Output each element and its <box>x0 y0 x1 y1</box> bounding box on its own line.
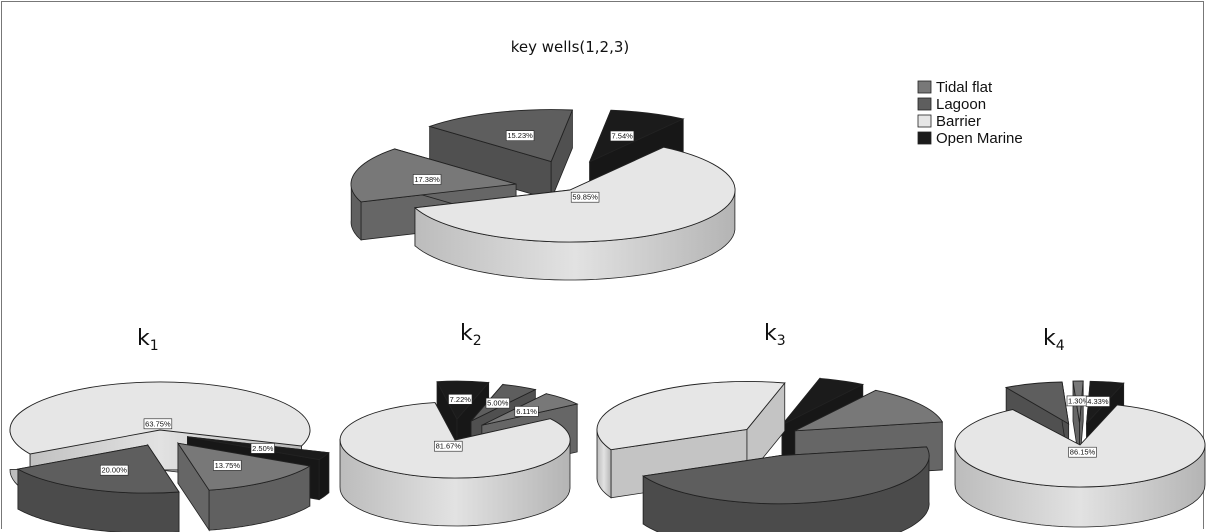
data-label: 7.22% <box>450 395 472 404</box>
legend-swatch-tidal-flat <box>917 80 932 94</box>
chart-title-k3: k3 <box>764 321 786 349</box>
pie-chart-k2: 7.22% 5.00% 6.11% 81.67% <box>339 380 579 527</box>
data-label-box <box>412 174 442 185</box>
chart-title-k1: k1 <box>137 326 159 354</box>
data-label-box <box>485 397 510 409</box>
chart-title-main: key wells(1,2,3) <box>511 38 630 56</box>
legend-swatch-lagoon <box>917 97 932 111</box>
data-label-box <box>100 464 129 476</box>
pie-slice-lagoon: 15.23% <box>428 109 574 201</box>
pie-slice-barrier: 81.67% <box>339 402 571 527</box>
data-label: 2.50% <box>252 444 274 453</box>
data-label-box <box>505 130 535 141</box>
legend-label-barrier: Barrier <box>936 113 981 130</box>
data-label: 5.00% <box>487 399 509 408</box>
data-label: 4.33% <box>1087 397 1109 406</box>
data-label: 20.00% <box>101 466 127 475</box>
pie-slice-tidal-flat: 1.30% <box>1066 380 1091 464</box>
data-label-box <box>1068 446 1097 458</box>
data-label: 15.23% <box>507 131 533 140</box>
data-label: 59.85% <box>572 193 598 202</box>
data-label-box <box>143 418 173 430</box>
data-label: 63.75% <box>145 419 171 428</box>
data-label-box <box>434 440 463 452</box>
chart-title-k2: k2 <box>460 321 482 349</box>
data-label: 86.15% <box>1070 448 1096 457</box>
data-label-box <box>250 443 275 454</box>
data-label: 13.75% <box>215 461 241 470</box>
pie-slice-lagoon: 20.00% <box>16 443 180 532</box>
legend-label-tidal-flat: Tidal flat <box>936 79 993 96</box>
data-label: 6.11% <box>516 407 537 416</box>
pie-chart-k1: 63.75% 2.50% 13.75% 20.00% <box>9 381 330 532</box>
data-label-box <box>610 130 635 142</box>
pie-groups: 15.23% 7.54% 17.38% 59.85% 63.75% 2.50% 13.75%… <box>9 109 1206 532</box>
pie-slice-lagoon <box>641 446 930 532</box>
legend: Tidal flat Lagoon Barrier Open Marine <box>917 79 1023 147</box>
data-label: 1.30% <box>1068 396 1090 405</box>
pie-chart-k4: 1.30%4.33% 86.15% <box>954 380 1206 528</box>
data-label-box <box>213 460 242 471</box>
pie-chart-k3 <box>596 377 944 532</box>
legend-label-lagoon: Lagoon <box>936 96 986 113</box>
legend-label-open-marine: Open Marine <box>936 130 1023 147</box>
data-label-box <box>1085 396 1110 407</box>
data-label: 7.54% <box>612 132 634 141</box>
data-label: 81.67% <box>436 442 462 451</box>
legend-swatch-open-marine <box>917 131 932 145</box>
pie-slice-tidal-flat: 13.75% <box>176 441 312 532</box>
pie-slice-barrier: 59.85% <box>413 146 736 281</box>
pie-chart-key-wells: 15.23% 7.54% 17.38% 59.85% <box>350 109 736 281</box>
data-label-box <box>514 406 539 417</box>
data-label-box <box>448 393 473 405</box>
data-label: 17.38% <box>414 175 440 184</box>
chart-title-k4: k4 <box>1043 326 1065 354</box>
data-label-box <box>570 191 600 203</box>
pie-slice-barrier: 86.15% <box>954 403 1206 528</box>
legend-swatch-barrier <box>917 114 932 128</box>
